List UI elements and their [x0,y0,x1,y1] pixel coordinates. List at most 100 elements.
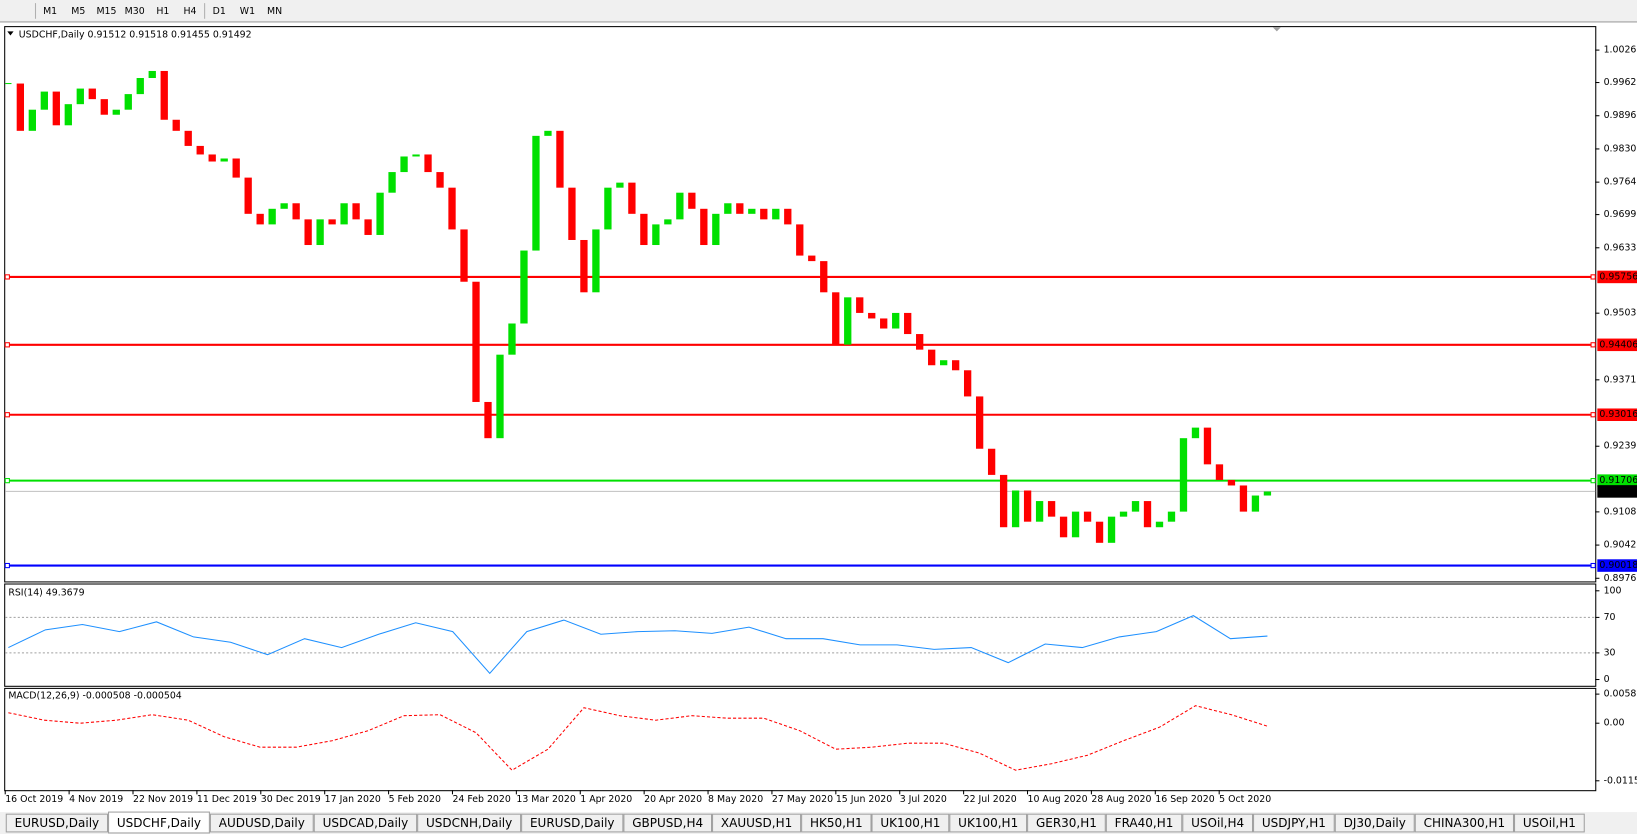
tab-label[interactable]: UK100,H1 [880,816,940,830]
y-tick-label: 0.91085 [1604,506,1637,517]
level-label: 0.94406 [1599,339,1637,350]
tab-label[interactable]: EURUSD,Daily [15,816,100,830]
tab[interactable]: CHINA300,H1 [1414,813,1515,833]
level-handle [1590,412,1596,418]
candle [1215,464,1224,480]
candle [868,312,876,319]
tab-background [1414,813,1515,833]
tab[interactable]: DJ30,Daily [1334,813,1415,833]
timeframe-button[interactable]: M5 [71,6,85,17]
candle [736,203,744,214]
timeframe-button[interactable]: MN [267,6,282,17]
macd-label: MACD(12,26,9) -0.000508 -0.000504 [8,691,181,702]
tab[interactable]: USDCNH,Daily [417,813,522,833]
candle [448,187,456,230]
tab-label[interactable]: FRA40,H1 [1115,816,1174,830]
tab-label[interactable]: USDCHF,Daily [117,816,201,830]
chart-header: USDCHF,Daily 0.91512 0.91518 0.91455 0.9… [19,29,252,40]
candle [748,208,756,214]
candle [844,297,852,345]
timeframe-button[interactable]: W1 [240,6,255,17]
tab[interactable]: FRA40,H1 [1105,813,1183,833]
candle [40,91,48,110]
tab-label[interactable]: USDCNH,Daily [426,816,512,830]
level-label-box [1597,408,1637,422]
candle [232,158,240,178]
timeframe-button[interactable]: M1 [43,6,57,17]
candle [112,109,120,115]
candle [424,154,432,173]
ohlc-value: 0.91455 [171,29,210,40]
tab-label[interactable]: HK50,H1 [810,816,863,830]
tab[interactable]: GBPUSD,H4 [623,813,713,833]
y-tick-label: -0.011515 [1604,775,1637,786]
tab[interactable]: USDCAD,Daily [313,813,418,833]
x-tick-label: 28 Aug 2020 [1091,794,1151,805]
tab-label[interactable]: EURUSD,Daily [530,816,615,830]
candle [712,213,720,246]
tab-background [871,813,950,833]
level-label: 0.93016 [1599,409,1637,420]
tab[interactable]: USDCHF,Daily [108,811,210,834]
y-tick-label: 0.89765 [1604,573,1637,584]
x-tick-label: 1 Apr 2020 [580,794,632,805]
candle [664,219,672,225]
tab-label[interactable]: USDJPY,H1 [1262,816,1326,830]
candle [268,208,276,225]
tab-label[interactable]: USDCAD,Daily [323,816,409,830]
timeframe-button[interactable]: H1 [156,6,169,17]
tab[interactable]: USDJPY,H1 [1253,813,1335,833]
timeframe-button[interactable]: M15 [96,6,116,17]
tab-label[interactable]: DJ30,Daily [1344,816,1406,830]
tab[interactable]: UK100,H1 [871,813,950,833]
candle [916,334,924,350]
tab-background [313,813,418,833]
candle [1263,491,1272,496]
tab-label[interactable]: UK100,H1 [958,816,1018,830]
tab[interactable]: AUDUSD,Daily [209,813,314,833]
tab-label[interactable]: XAUUSD,H1 [721,816,792,830]
candle [700,208,708,246]
tab[interactable]: HK50,H1 [801,813,872,833]
candle [388,172,396,193]
tab[interactable]: UK100,H1 [949,813,1028,833]
tab-label[interactable]: GER30,H1 [1036,816,1097,830]
tab[interactable]: GER30,H1 [1027,813,1106,833]
candle [676,192,684,220]
x-tick-label: 4 Nov 2019 [69,794,123,805]
candle [16,83,24,131]
tab-label[interactable]: AUDUSD,Daily [219,816,305,830]
tab[interactable]: USOil,H1 [1514,813,1585,833]
x-tick-label: 8 May 2020 [708,794,763,805]
candle [1131,501,1140,512]
level-label: 0.91706 [1599,475,1637,486]
candle [999,474,1008,528]
tab-label[interactable]: USOil,H1 [1523,816,1576,830]
level-handle [1590,274,1596,280]
tab[interactable]: EURUSD,Daily [5,813,109,833]
candle [172,119,180,131]
candle [1035,501,1044,522]
tab[interactable]: USOil,H4 [1182,813,1254,833]
candle [892,312,900,329]
level-handle [4,274,10,280]
timeframe-button[interactable]: D1 [213,6,226,17]
tab-label[interactable]: CHINA300,H1 [1424,816,1506,830]
tab-label[interactable]: USOil,H4 [1191,816,1244,830]
shift-marker [1272,27,1281,32]
timeframe-button[interactable]: H4 [184,6,197,17]
tab[interactable]: EURUSD,Daily [521,813,624,833]
x-tick-label: 27 May 2020 [772,794,833,805]
candle [1107,516,1116,543]
candle [628,182,636,214]
candle [556,130,564,188]
tab[interactable]: XAUUSD,H1 [712,813,802,833]
chart-window [0,22,1637,813]
y-tick-label: 0 [1604,674,1610,685]
tab-label[interactable]: GBPUSD,H4 [632,816,703,830]
timeframe-button[interactable]: M30 [125,6,145,17]
